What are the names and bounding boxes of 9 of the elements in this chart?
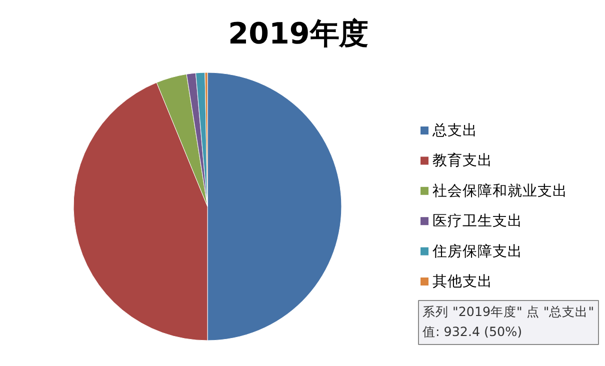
text: 值: 932.4 (50%) xyxy=(422,324,522,339)
legend-label: 总支出 xyxy=(432,122,478,139)
legend-label: 住房保障支出 xyxy=(432,242,522,260)
legend-label: 社会保障和就业支出 xyxy=(432,182,568,200)
legend-label: 其他支出 xyxy=(432,273,492,290)
chart-title: 2019年度 xyxy=(228,16,368,50)
text: 系列 "2019年度" 点 "总支出" xyxy=(422,304,594,319)
legend-label: 医疗卫生支出 xyxy=(432,212,522,230)
legend-label: 教育支出 xyxy=(432,152,492,170)
